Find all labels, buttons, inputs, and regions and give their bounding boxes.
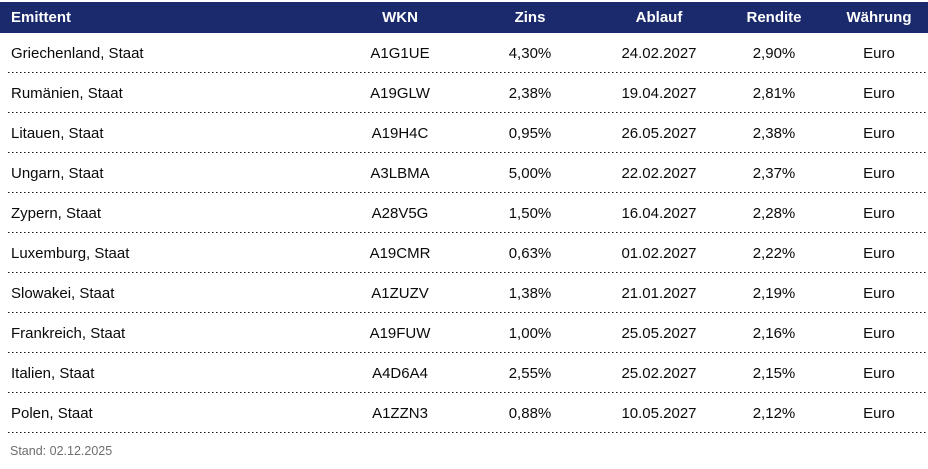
cell-rendite: 2,22% — [752, 244, 796, 262]
cell-rendite: 2,37% — [752, 164, 796, 182]
table-row: Frankreich, Staat A19FUW 1,00% 25.05.202… — [0, 313, 928, 353]
table-row: Slowakei, Staat A1ZUZV 1,38% 21.01.2027 … — [0, 273, 928, 313]
cell-waehrung: Euro — [863, 324, 895, 342]
cell-rendite: 2,38% — [752, 124, 796, 142]
cell-wkn: A1ZUZV — [371, 284, 429, 302]
cell-wkn: A28V5G — [371, 204, 429, 222]
cell-zins: 2,55% — [508, 364, 552, 382]
cell-emittent: Polen, Staat — [11, 404, 93, 422]
table-row: Luxemburg, Staat A19CMR 0,63% 01.02.2027… — [0, 233, 928, 273]
cell-ablauf: 21.01.2027 — [621, 284, 697, 302]
cell-waehrung: Euro — [863, 404, 895, 422]
cell-waehrung: Euro — [863, 364, 895, 382]
cell-emittent: Frankreich, Staat — [11, 324, 126, 342]
cell-zins: 1,50% — [508, 204, 552, 222]
column-header-zins: Zins — [514, 9, 546, 26]
cell-zins: 1,00% — [508, 324, 552, 342]
cell-ablauf: 25.02.2027 — [621, 364, 697, 382]
cell-emittent: Zypern, Staat — [11, 204, 102, 222]
cell-zins: 0,88% — [508, 404, 552, 422]
cell-emittent: Italien, Staat — [11, 364, 95, 382]
cell-waehrung: Euro — [863, 124, 895, 142]
cell-zins: 0,95% — [508, 124, 552, 142]
cell-emittent: Ungarn, Staat — [11, 164, 104, 182]
cell-rendite: 2,19% — [752, 284, 796, 302]
cell-rendite: 2,81% — [752, 84, 796, 102]
cell-wkn: A3LBMA — [370, 164, 430, 182]
cell-rendite: 2,12% — [752, 404, 796, 422]
table-row: Polen, Staat A1ZZN3 0,88% 10.05.2027 2,1… — [0, 393, 928, 433]
cell-ablauf: 16.04.2027 — [621, 204, 697, 222]
cell-wkn: A1G1UE — [370, 44, 430, 62]
table-row: Zypern, Staat A28V5G 1,50% 16.04.2027 2,… — [0, 193, 928, 233]
cell-wkn: A1ZZN3 — [372, 404, 428, 422]
cell-rendite: 2,16% — [752, 324, 796, 342]
cell-wkn: A19GLW — [370, 84, 430, 102]
cell-ablauf: 26.05.2027 — [621, 124, 697, 142]
stand-date-label: Stand: 02.12.2025 — [10, 444, 113, 458]
cell-waehrung: Euro — [863, 84, 895, 102]
cell-emittent: Rumänien, Staat — [11, 84, 123, 102]
cell-wkn: A19CMR — [369, 244, 431, 262]
cell-ablauf: 10.05.2027 — [621, 404, 697, 422]
column-header-emittent: Emittent — [11, 9, 71, 26]
cell-waehrung: Euro — [863, 44, 895, 62]
table-row: Rumänien, Staat A19GLW 2,38% 19.04.2027 … — [0, 73, 928, 113]
cell-emittent: Griechenland, Staat — [11, 44, 144, 62]
column-header-ablauf: Ablauf — [635, 9, 683, 26]
table-row: Ungarn, Staat A3LBMA 5,00% 22.02.2027 2,… — [0, 153, 928, 193]
cell-waehrung: Euro — [863, 204, 895, 222]
cell-ablauf: 24.02.2027 — [621, 44, 697, 62]
cell-emittent: Litauen, Staat — [11, 124, 104, 142]
cell-emittent: Luxemburg, Staat — [11, 244, 130, 262]
table-row: Litauen, Staat A19H4C 0,95% 26.05.2027 2… — [0, 113, 928, 153]
cell-wkn: A4D6A4 — [372, 364, 428, 382]
cell-ablauf: 19.04.2027 — [621, 84, 697, 102]
cell-wkn: A19FUW — [369, 324, 431, 342]
bond-table: Emittent WKN Zins Ablauf Rendite Währung… — [0, 2, 928, 458]
cell-zins: 1,38% — [508, 284, 552, 302]
cell-rendite: 2,28% — [752, 204, 796, 222]
column-header-rendite: Rendite — [746, 9, 802, 26]
cell-waehrung: Euro — [863, 284, 895, 302]
cell-zins: 2,38% — [508, 84, 552, 102]
cell-emittent: Slowakei, Staat — [11, 284, 115, 302]
cell-zins: 4,30% — [508, 44, 552, 62]
cell-rendite: 2,15% — [752, 364, 796, 382]
cell-ablauf: 01.02.2027 — [621, 244, 697, 262]
cell-rendite: 2,90% — [752, 44, 796, 62]
table-row: Griechenland, Staat A1G1UE 4,30% 24.02.2… — [0, 33, 928, 73]
table-row: Italien, Staat A4D6A4 2,55% 25.02.2027 2… — [0, 353, 928, 393]
table-header-row: Emittent WKN Zins Ablauf Rendite Währung — [0, 2, 928, 33]
cell-waehrung: Euro — [863, 164, 895, 182]
cell-zins: 0,63% — [508, 244, 552, 262]
column-header-waehrung: Währung — [846, 9, 912, 26]
cell-ablauf: 25.05.2027 — [621, 324, 697, 342]
cell-zins: 5,00% — [508, 164, 552, 182]
cell-ablauf: 22.02.2027 — [621, 164, 697, 182]
cell-wkn: A19H4C — [371, 124, 429, 142]
cell-waehrung: Euro — [863, 244, 895, 262]
column-header-wkn: WKN — [382, 9, 418, 26]
